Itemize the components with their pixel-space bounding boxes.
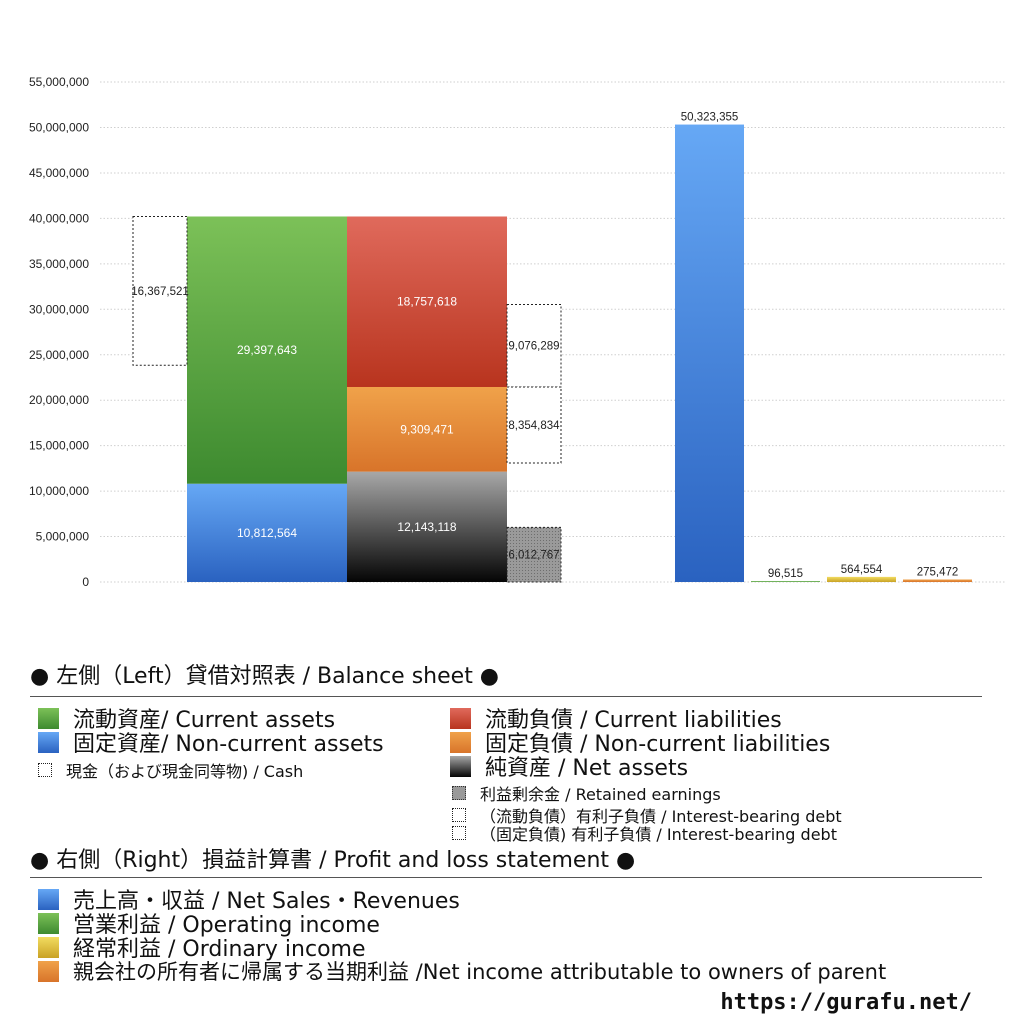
legend-item-ordinary-income: 経常利益 / Ordinary income [38, 935, 366, 962]
legend-label: 固定資産/ Non-current assets [73, 732, 384, 757]
divider [30, 877, 982, 878]
legend-item-net-assets: 純資産 / Net assets [450, 754, 688, 781]
legend-label: 利益剰余金 / Retained earnings [480, 784, 721, 804]
y-tick-label: 50,000,000 [29, 121, 89, 135]
legend-item-retained-earnings: 利益剰余金 / Retained earnings [452, 783, 721, 804]
legend-left-title: ● 左側（Left）貸借対照表 / Balance sheet ● [30, 664, 500, 689]
pl-bar [751, 581, 820, 582]
pl-bar [675, 124, 744, 582]
pl-value-label: 96,515 [768, 568, 803, 580]
legend: ● 左側（Left）貸借対照表 / Balance sheet ● 流動資産/ … [30, 664, 990, 994]
y-tick-label: 30,000,000 [29, 302, 89, 316]
legend-label: 純資産 / Net assets [485, 756, 689, 781]
legend-item-cash: 現金（および現金同等物) / Cash [38, 760, 304, 781]
balance-sheet-pl-chart: 0 5,000,000 10,000,000 15,000,000 20,000,000… [29, 75, 1005, 589]
swatch-net-assets [450, 755, 471, 777]
swatch-operating-income [38, 912, 59, 934]
legend-label: 流動資産/ Current assets [73, 708, 336, 733]
pl-value-label: 50,323,355 [681, 112, 739, 124]
liability-value-label: 12,143,118 [397, 520, 456, 534]
y-tick-label: 45,000,000 [29, 166, 89, 180]
y-tick-label: 15,000,000 [29, 439, 89, 453]
retained-earnings-box [506, 526, 562, 583]
swatch-net-sales [38, 888, 59, 910]
y-tick-label: 40,000,000 [29, 211, 89, 225]
legend-label: （固定負債) 有利子負債 / Interest-bearing debt [480, 824, 837, 844]
legend-label: 経常利益 / Ordinary income [73, 937, 366, 962]
swatch-noncurrent-assets [38, 731, 59, 753]
cash-value-label: 16,367,521 [131, 286, 189, 298]
liability-bar-segment [347, 386, 507, 472]
liability-bar-segment [347, 216, 507, 387]
current-ib-debt-box [506, 303, 562, 388]
legend-item-noncurrent-liabilities: 固定負債 / Non-current liabilities [450, 730, 830, 757]
y-tick-label: 10,000,000 [29, 484, 89, 498]
y-tick-label: 0 [82, 575, 89, 589]
legend-item-net-income: 親会社の所有者に帰属する当期利益 /Net income attributabl… [38, 959, 887, 984]
swatch-noncurrent-liabilities [450, 731, 471, 753]
legend-label: 営業利益 / Operating income [73, 913, 380, 938]
pl-value-label: 275,472 [917, 566, 959, 578]
asset-value-label: 29,397,643 [237, 343, 297, 357]
pl-value-label: 564,554 [841, 564, 883, 576]
liability-value-label: 9,309,471 [400, 422, 454, 436]
y-axis: 0 5,000,000 10,000,000 15,000,000 20,000,000… [29, 75, 89, 589]
y-tick-label: 5,000,000 [36, 530, 90, 544]
retained-earnings-value-label: 6,012,767 [508, 550, 559, 562]
legend-label: 固定負債 / Non-current liabilities [485, 732, 831, 757]
asset-value-label: 10,812,564 [237, 526, 297, 540]
asset-bar-segment [187, 216, 347, 484]
pl-bar [827, 576, 896, 582]
legend-item-current-liabilities: 流動負債 / Current liabilities [450, 706, 782, 733]
current-ib-debt-value-label: 9,076,289 [508, 341, 559, 353]
legend-item-net-sales: 売上高・収益 / Net Sales・Revenues [38, 887, 460, 914]
liability-bar-segment [347, 471, 507, 582]
noncurrent-ib-debt-box [506, 386, 562, 464]
swatch-current-liabilities [450, 707, 471, 729]
liability-value-label: 18,757,618 [397, 295, 457, 309]
legend-item-noncurrent-assets: 固定資産/ Non-current assets [38, 730, 384, 757]
legend-right-title: ● 右側（Right）損益計算書 / Profit and loss state… [30, 848, 636, 873]
swatch-retained-earnings [452, 785, 466, 800]
swatch-current-ib-debt [452, 807, 466, 822]
legend-label: 現金（および現金同等物) / Cash [66, 761, 304, 781]
swatch-ordinary-income [38, 936, 59, 958]
y-tick-label: 55,000,000 [29, 75, 89, 89]
legend-label: （流動負債）有利子負債 / Interest-bearing debt [480, 806, 842, 826]
source-url[interactable]: https://gurafu.net/ [720, 990, 972, 1015]
legend-item-current-assets: 流動資産/ Current assets [38, 706, 335, 733]
cash-box [132, 215, 188, 366]
legend-label: 親会社の所有者に帰属する当期利益 /Net income attributabl… [73, 960, 887, 984]
y-tick-label: 25,000,000 [29, 348, 89, 362]
legend-item-noncurrent-ib-debt: （固定負債) 有利子負債 / Interest-bearing debt [452, 823, 837, 844]
asset-bar-segment [187, 483, 347, 582]
noncurrent-ib-debt-value-label: 8,354,834 [508, 420, 560, 432]
swatch-cash [38, 762, 52, 777]
legend-label: 売上高・収益 / Net Sales・Revenues [73, 889, 460, 914]
legend-item-operating-income: 営業利益 / Operating income [38, 911, 380, 938]
swatch-net-income [38, 960, 59, 982]
bars: 10,812,564 29,397,643 12,143,118 9,309,471 1… [131, 112, 972, 583]
y-tick-label: 20,000,000 [29, 393, 89, 407]
y-tick-label: 35,000,000 [29, 257, 89, 271]
swatch-noncurrent-ib-debt [452, 825, 466, 840]
pl-bar [903, 579, 972, 582]
divider [30, 696, 982, 697]
legend-item-current-ib-debt: （流動負債）有利子負債 / Interest-bearing debt [452, 805, 842, 826]
legend-label: 流動負債 / Current liabilities [485, 708, 782, 733]
swatch-current-assets [38, 707, 59, 729]
